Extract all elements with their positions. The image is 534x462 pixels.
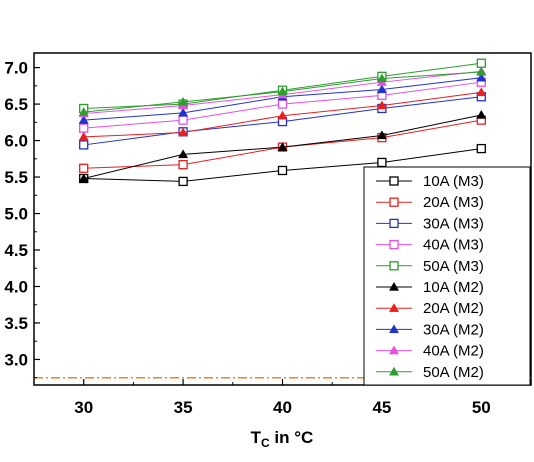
triangle-marker	[277, 142, 288, 151]
y-tick-label: 5.0	[4, 205, 28, 224]
triangle-marker	[388, 281, 400, 291]
square-marker	[389, 197, 399, 207]
triangle-marker	[388, 324, 400, 334]
x-tick-label: 45	[372, 398, 391, 417]
x-tick-label: 50	[472, 398, 491, 417]
square-marker	[178, 159, 188, 170]
triangle-marker	[388, 366, 400, 376]
square-marker	[389, 218, 399, 229]
legend-label: 40A (M3)	[423, 237, 484, 254]
square-marker	[178, 115, 188, 125]
square-marker	[79, 140, 89, 150]
triangle-marker	[376, 100, 387, 110]
square-marker	[377, 157, 387, 168]
triangle-marker	[178, 127, 189, 137]
triangle-marker	[376, 130, 387, 140]
series	[78, 87, 487, 141]
legend-label: 20A (M2)	[423, 300, 484, 317]
triangle-marker	[178, 149, 189, 159]
triangle-marker	[388, 345, 400, 355]
y-tick-label: 3.5	[4, 314, 28, 333]
triangle-marker	[476, 72, 487, 82]
legend-label: 20A (M3)	[423, 194, 484, 211]
legend-label: 30A (M2)	[423, 321, 484, 338]
legend-item: 30A (M3)	[376, 215, 484, 232]
x-tick-label: 30	[74, 398, 93, 417]
ticks-layer: 30 35 40 45 50 3.0 3.5 4.0 4.5 5.0 5.5 6.0 6.5 7.0	[4, 59, 532, 417]
triangle-marker	[476, 66, 487, 76]
legend-item: 20A (M2)	[376, 300, 484, 317]
series	[78, 66, 487, 116]
triangle-marker	[476, 87, 487, 97]
series	[78, 109, 487, 183]
legend-item: 10A (M3)	[376, 173, 484, 190]
triangle-marker	[376, 84, 387, 94]
triangle-marker	[388, 303, 400, 312]
x-tick-label: 40	[273, 398, 292, 417]
y-tick-label: 4.5	[4, 241, 28, 260]
triangle-marker	[376, 73, 387, 83]
legend-label: 10A (M3)	[423, 173, 484, 190]
triangle-marker	[178, 107, 189, 117]
legend-item: 20A (M3)	[376, 194, 484, 211]
x-axis-label: TC in °C	[251, 428, 314, 450]
square-marker	[79, 163, 89, 173]
y-tick-label: 3.0	[4, 350, 28, 369]
y-tick-label: 7.0	[4, 59, 28, 78]
legend-item: 40A (M3)	[376, 237, 484, 254]
legend-label: 50A (M3)	[423, 258, 484, 275]
y-tick-label: 5.5	[4, 168, 28, 187]
legend-label: 30A (M3)	[423, 215, 484, 232]
legend-item: 30A (M2)	[376, 321, 484, 338]
square-marker	[178, 176, 188, 187]
square-marker	[389, 239, 399, 250]
y-tick-label: 4.0	[4, 277, 28, 296]
triangle-marker	[78, 131, 89, 141]
legend-label: 10A (M2)	[423, 279, 484, 296]
square-marker	[389, 176, 399, 186]
legend-label: 50A (M2)	[423, 364, 484, 381]
triangle-marker	[178, 96, 189, 106]
legend-item: 50A (M3)	[376, 258, 484, 275]
y-tick-label: 6.0	[4, 132, 28, 151]
triangle-marker	[277, 86, 288, 96]
square-marker	[476, 143, 486, 154]
square-marker	[389, 261, 399, 271]
legend-item: 50A (M2)	[376, 364, 484, 381]
legend-label: 40A (M2)	[423, 343, 484, 360]
x-axis-label-main: T	[251, 428, 262, 447]
triangle-marker	[277, 110, 288, 120]
x-axis-label-rest: in °C	[270, 428, 314, 447]
legend-item: 40A (M2)	[376, 343, 484, 360]
x-axis-label-sub: C	[261, 436, 270, 450]
legend: 10A (M3) 20A (M3) 30A (M3) 40A (M3) 50A (M3)…	[363, 166, 531, 386]
x-tick-label: 35	[174, 398, 193, 417]
triangle-marker	[476, 109, 487, 119]
square-marker	[79, 123, 89, 133]
square-marker	[476, 58, 486, 68]
triangle-marker	[78, 173, 89, 183]
triangle-marker	[78, 106, 89, 116]
legend-item: 10A (M2)	[376, 279, 484, 296]
y-tick-label: 6.5	[4, 95, 28, 114]
square-marker	[277, 165, 288, 176]
series-layer	[78, 58, 487, 187]
triangle-marker	[78, 115, 89, 124]
square-marker	[277, 99, 288, 109]
